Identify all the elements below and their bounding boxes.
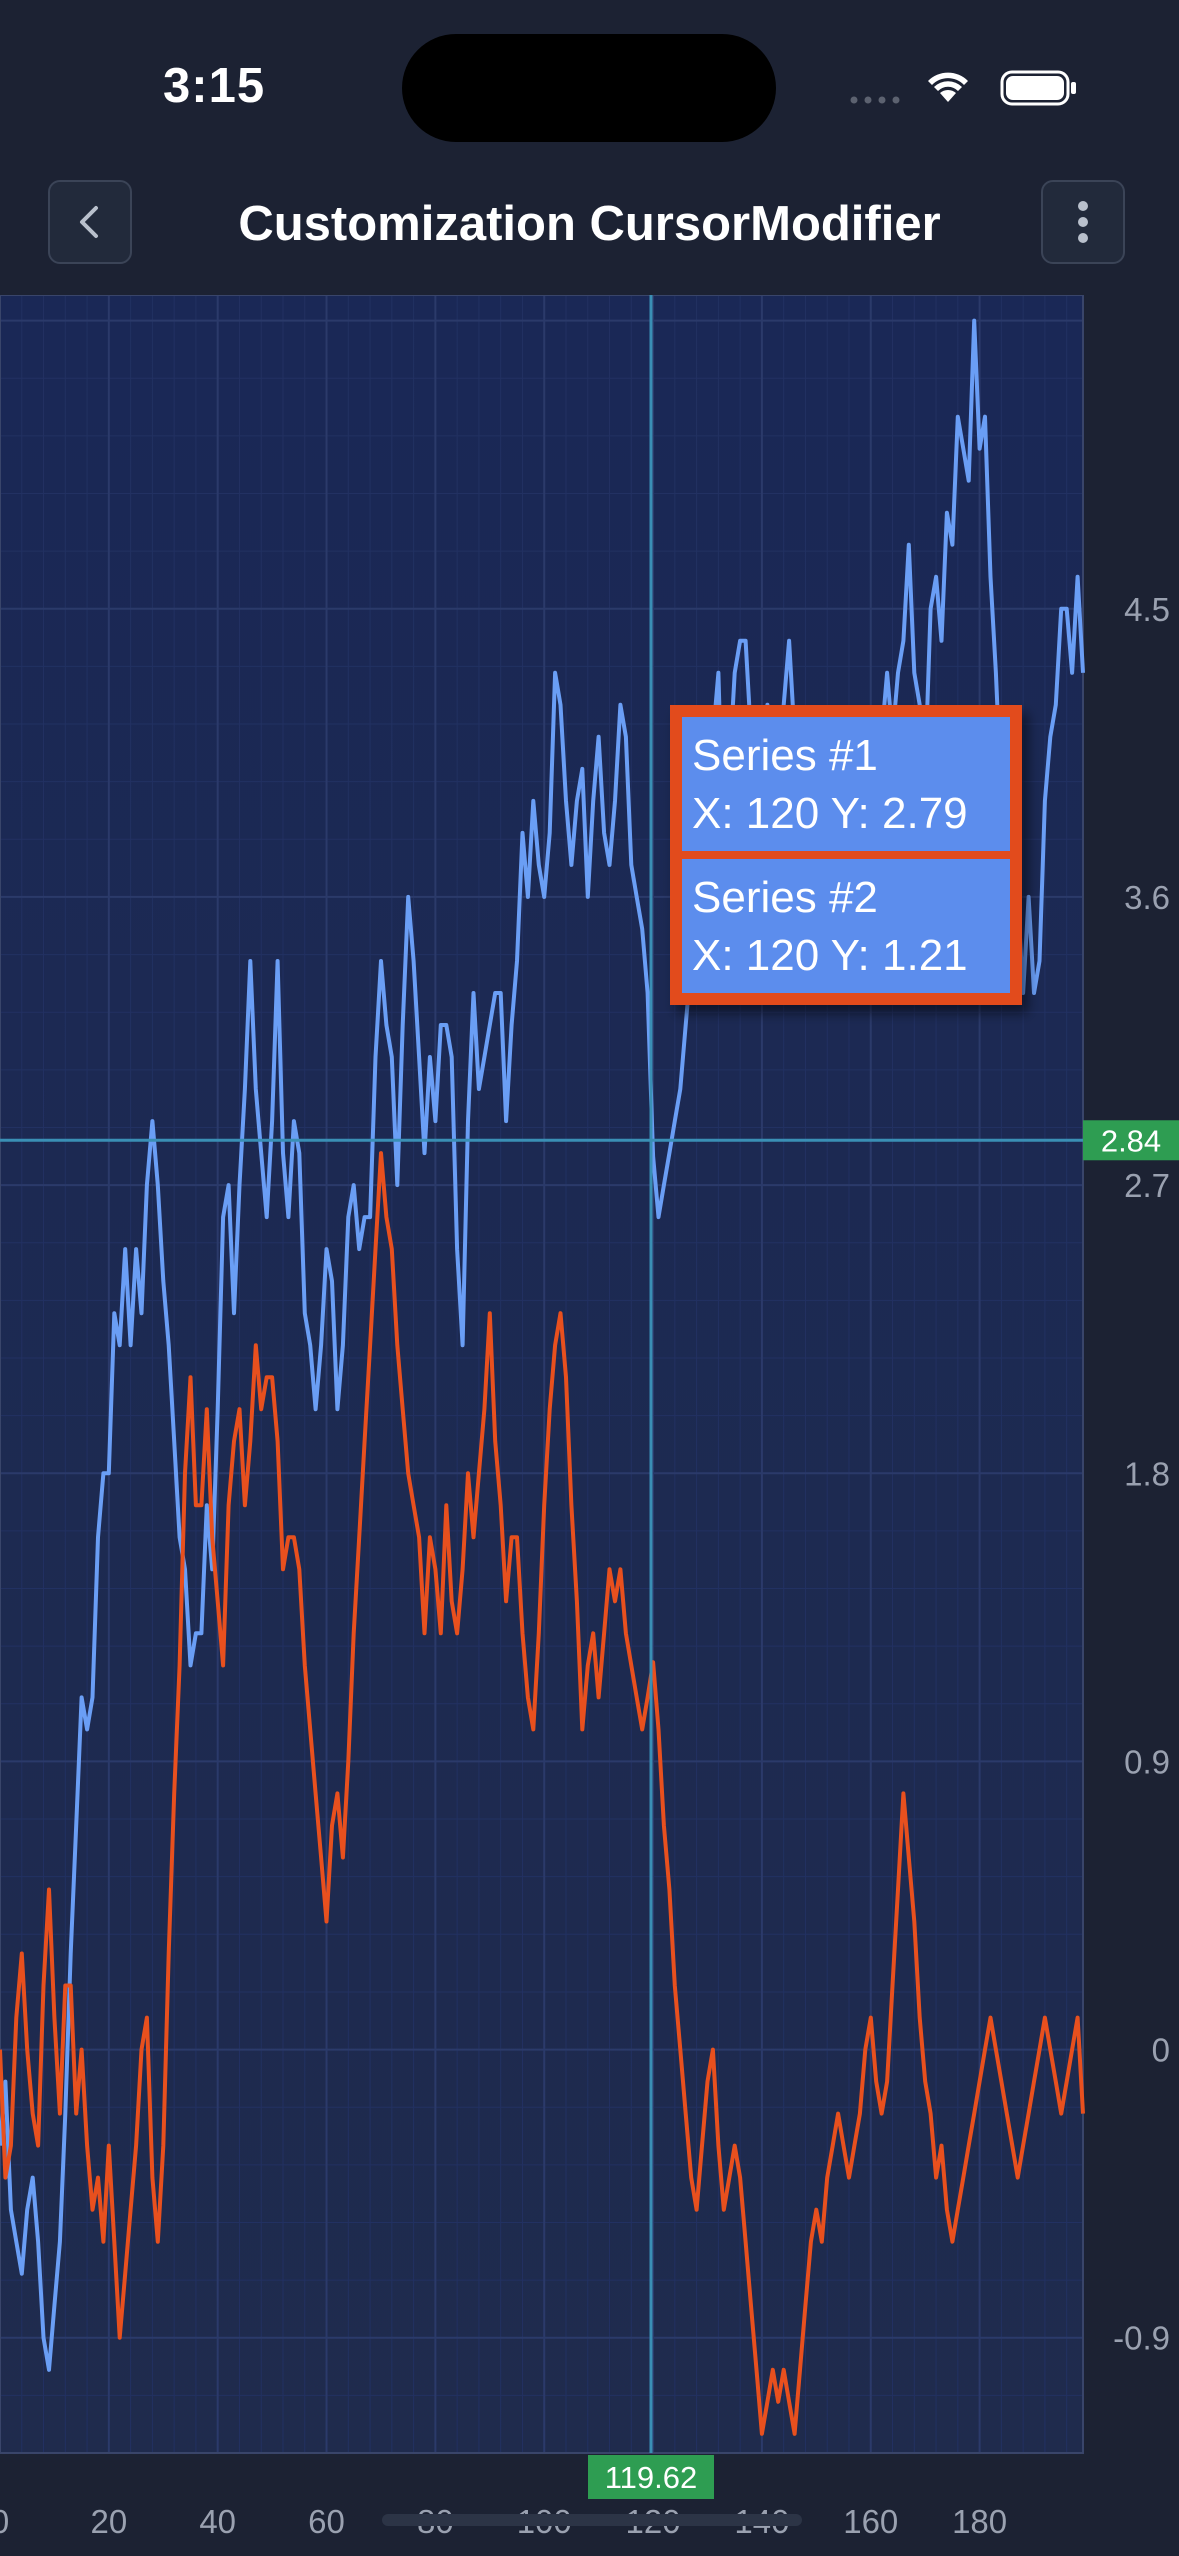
cursor-chart[interactable]: 4.53.62.71.80.90-0.9 0204060801001201401… (0, 295, 1179, 2556)
page-title: Customization CursorModifier (238, 197, 941, 251)
status-icons (848, 62, 1088, 112)
series-layer (0, 318, 1085, 2436)
tooltip-series-name: Series #2 (692, 873, 878, 922)
x-tick-label: 40 (199, 2503, 236, 2540)
dynamic-island (402, 34, 776, 142)
y-tick-label: 2.7 (1124, 1167, 1170, 1204)
plot-border (0, 295, 1084, 2454)
cursor-layer: 2.84 119.62 (0, 295, 1179, 2499)
y-tick-label: 0 (1152, 2032, 1170, 2069)
cursor-x-badge-bg (587, 2455, 714, 2499)
series-line-1 (0, 318, 1085, 2372)
x-tick-label: 20 (90, 2503, 127, 2540)
y-tick-label: -0.9 (1113, 2320, 1170, 2357)
more-options-button[interactable] (1041, 180, 1125, 264)
wifi-icon (928, 72, 968, 102)
cursor-x-label: 119.62 (605, 2460, 698, 2495)
cursor-y-label: 2.84 (1101, 1123, 1161, 1158)
series-line-2 (0, 1151, 1085, 2436)
y-tick-label: 1.8 (1124, 1455, 1170, 1492)
back-button[interactable] (48, 180, 132, 264)
y-tick-label: 0.9 (1124, 1743, 1170, 1780)
cursor-x-badge: 119.62 (587, 2455, 714, 2499)
x-tick-label: 60 (308, 2503, 345, 2540)
battery-icon (1000, 70, 1076, 106)
cellular-signal-icon (850, 96, 900, 104)
status-time: 3:15 (163, 59, 266, 113)
tooltip-series-name: Series #1 (692, 731, 878, 780)
cursor-tooltip: Series #1 X: 120 Y: 2.79 Series #2 X: 12… (670, 705, 1022, 1005)
status-bar: 3:15 (0, 0, 1179, 170)
more-vertical-icon (1078, 201, 1088, 243)
tooltip-item-series-2 (682, 859, 1010, 993)
y-axis: 4.5 3.6 2.7 1.8 0.9 0 -0.9 (1113, 591, 1170, 2357)
x-tick-label: 180 (952, 2503, 1007, 2540)
cursor-y-badge-bg (1083, 1120, 1179, 1161)
y-tick-label: 4.5 (1124, 591, 1170, 628)
tooltip-series-values: X: 120 Y: 1.21 (692, 931, 968, 980)
scroll-indicator[interactable] (382, 2514, 802, 2526)
grid-minor (0, 295, 1083, 2454)
tooltip-series-values: X: 120 Y: 2.79 (692, 789, 968, 838)
x-tick-label: 160 (843, 2503, 898, 2540)
y-tick-label: 3.6 (1124, 879, 1170, 916)
cursor-y-badge: 2.84 (1083, 1120, 1179, 1161)
chevron-left-icon (80, 206, 98, 238)
tooltip-item-series-1 (682, 717, 1010, 851)
x-tick-label: 0 (0, 2503, 9, 2540)
